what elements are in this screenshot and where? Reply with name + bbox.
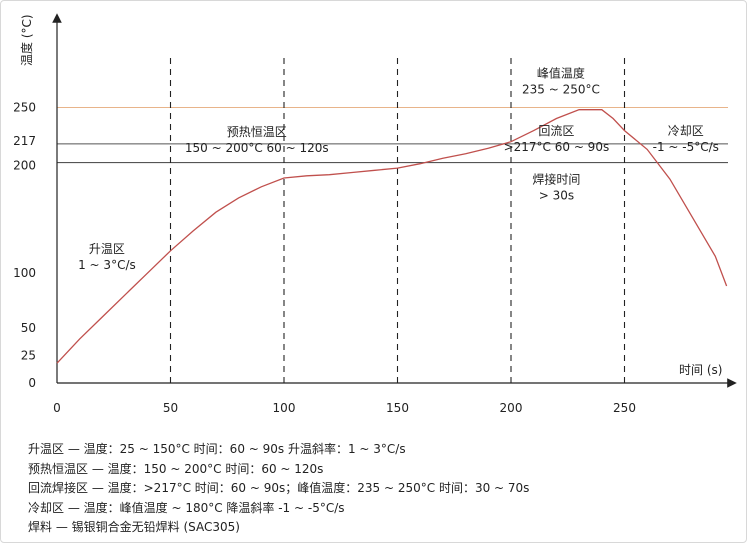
y-tick-50: 50 [21,321,36,335]
annotation-ramp-line-1: 1 ~ 3°C/s [78,258,136,272]
annotation-solder: 焊接时间 > 30s [532,172,580,203]
annotation-reflow-line-0: 回流区 [538,124,574,138]
x-tick-100: 100 [273,401,296,415]
y-tick-25: 25 [21,348,36,362]
annotation-peak-line-0: 峰值温度 [537,66,585,81]
temperature-curve [56,109,728,364]
zone-annotations: 升温区 1 ~ 3°C/s 预热恒温区 150 ~ 200°C 60 ~ 120s 峰值… [78,66,719,272]
x-tick-0: 0 [53,401,61,415]
annotation-peak: 峰值温度 235 ~ 250°C [522,66,600,97]
note-cooling: 冷却区 — 温度：峰值温度 ~ 180°C 降温斜率 -1 ~ -5°C/s [28,500,345,515]
y-tick-250: 250 [13,101,36,115]
x-axis-title: 时间 (s) [679,363,722,377]
y-tick-labels: 0 25 50 100 200 217 250 [13,101,36,391]
y-tick-200: 200 [13,159,36,173]
annotation-solder-line-1: > 30s [539,189,574,203]
note-preheat: 预热恒温区 — 温度：150 ~ 200°C 时间：60 ~ 120s [28,461,324,476]
annotation-cool-line-1: -1 ~ -5°C/s [653,140,719,154]
reference-lines [57,106,728,164]
y-tick-100: 100 [13,266,36,280]
y-tick-217: 217 [13,134,36,148]
x-tick-250: 250 [613,401,636,415]
y-axis-title: 温度 (°C) [19,14,34,66]
annotation-ramp-line-0: 升温区 [89,242,125,256]
annotation-preheat-line-0: 预热恒温区 [227,125,287,139]
reflow-profile-chart: 0 25 50 100 200 217 250 0 50 100 150 200 250 温度 (°C… [13,13,737,415]
x-tick-150: 150 [386,401,409,415]
annotation-ramp: 升温区 1 ~ 3°C/s [78,242,136,272]
y-tick-0: 0 [28,376,36,390]
annotation-cool: 冷却区 -1 ~ -5°C/s [653,124,719,154]
x-tick-labels: 0 50 100 150 200 250 [53,401,636,415]
annotation-peak-line-1: 235 ~ 250°C [522,83,600,97]
annotation-reflow: 回流区 >217°C 60 ~ 90s [504,124,610,154]
annotation-cool-line-0: 冷却区 [668,124,704,138]
annotation-preheat: 预热恒温区 150 ~ 200°C 60 ~ 120s [185,125,329,155]
note-solder: 焊料 — 锡银铜合金无铅焊料 (SAC305) [28,520,240,534]
x-tick-50: 50 [163,401,178,415]
zone-dashed-lines [169,58,626,383]
annotation-reflow-line-1: >217°C 60 ~ 90s [504,140,610,154]
annotation-solder-line-0: 焊接时间 [532,172,580,187]
annotation-preheat-line-1: 150 ~ 200°C 60 ~ 120s [185,141,329,155]
note-reflow: 回流焊接区 — 温度：>217°C 时间：60 ~ 90s；峰值温度：235 ~… [28,481,530,495]
x-tick-200: 200 [500,401,523,415]
legend-notes: 升温区 — 温度：25 ~ 150°C 时间：60 ~ 90s 升温斜率：1 ~… [28,440,728,538]
note-ramp: 升温区 — 温度：25 ~ 150°C 时间：60 ~ 90s 升温斜率：1 ~… [28,442,406,456]
